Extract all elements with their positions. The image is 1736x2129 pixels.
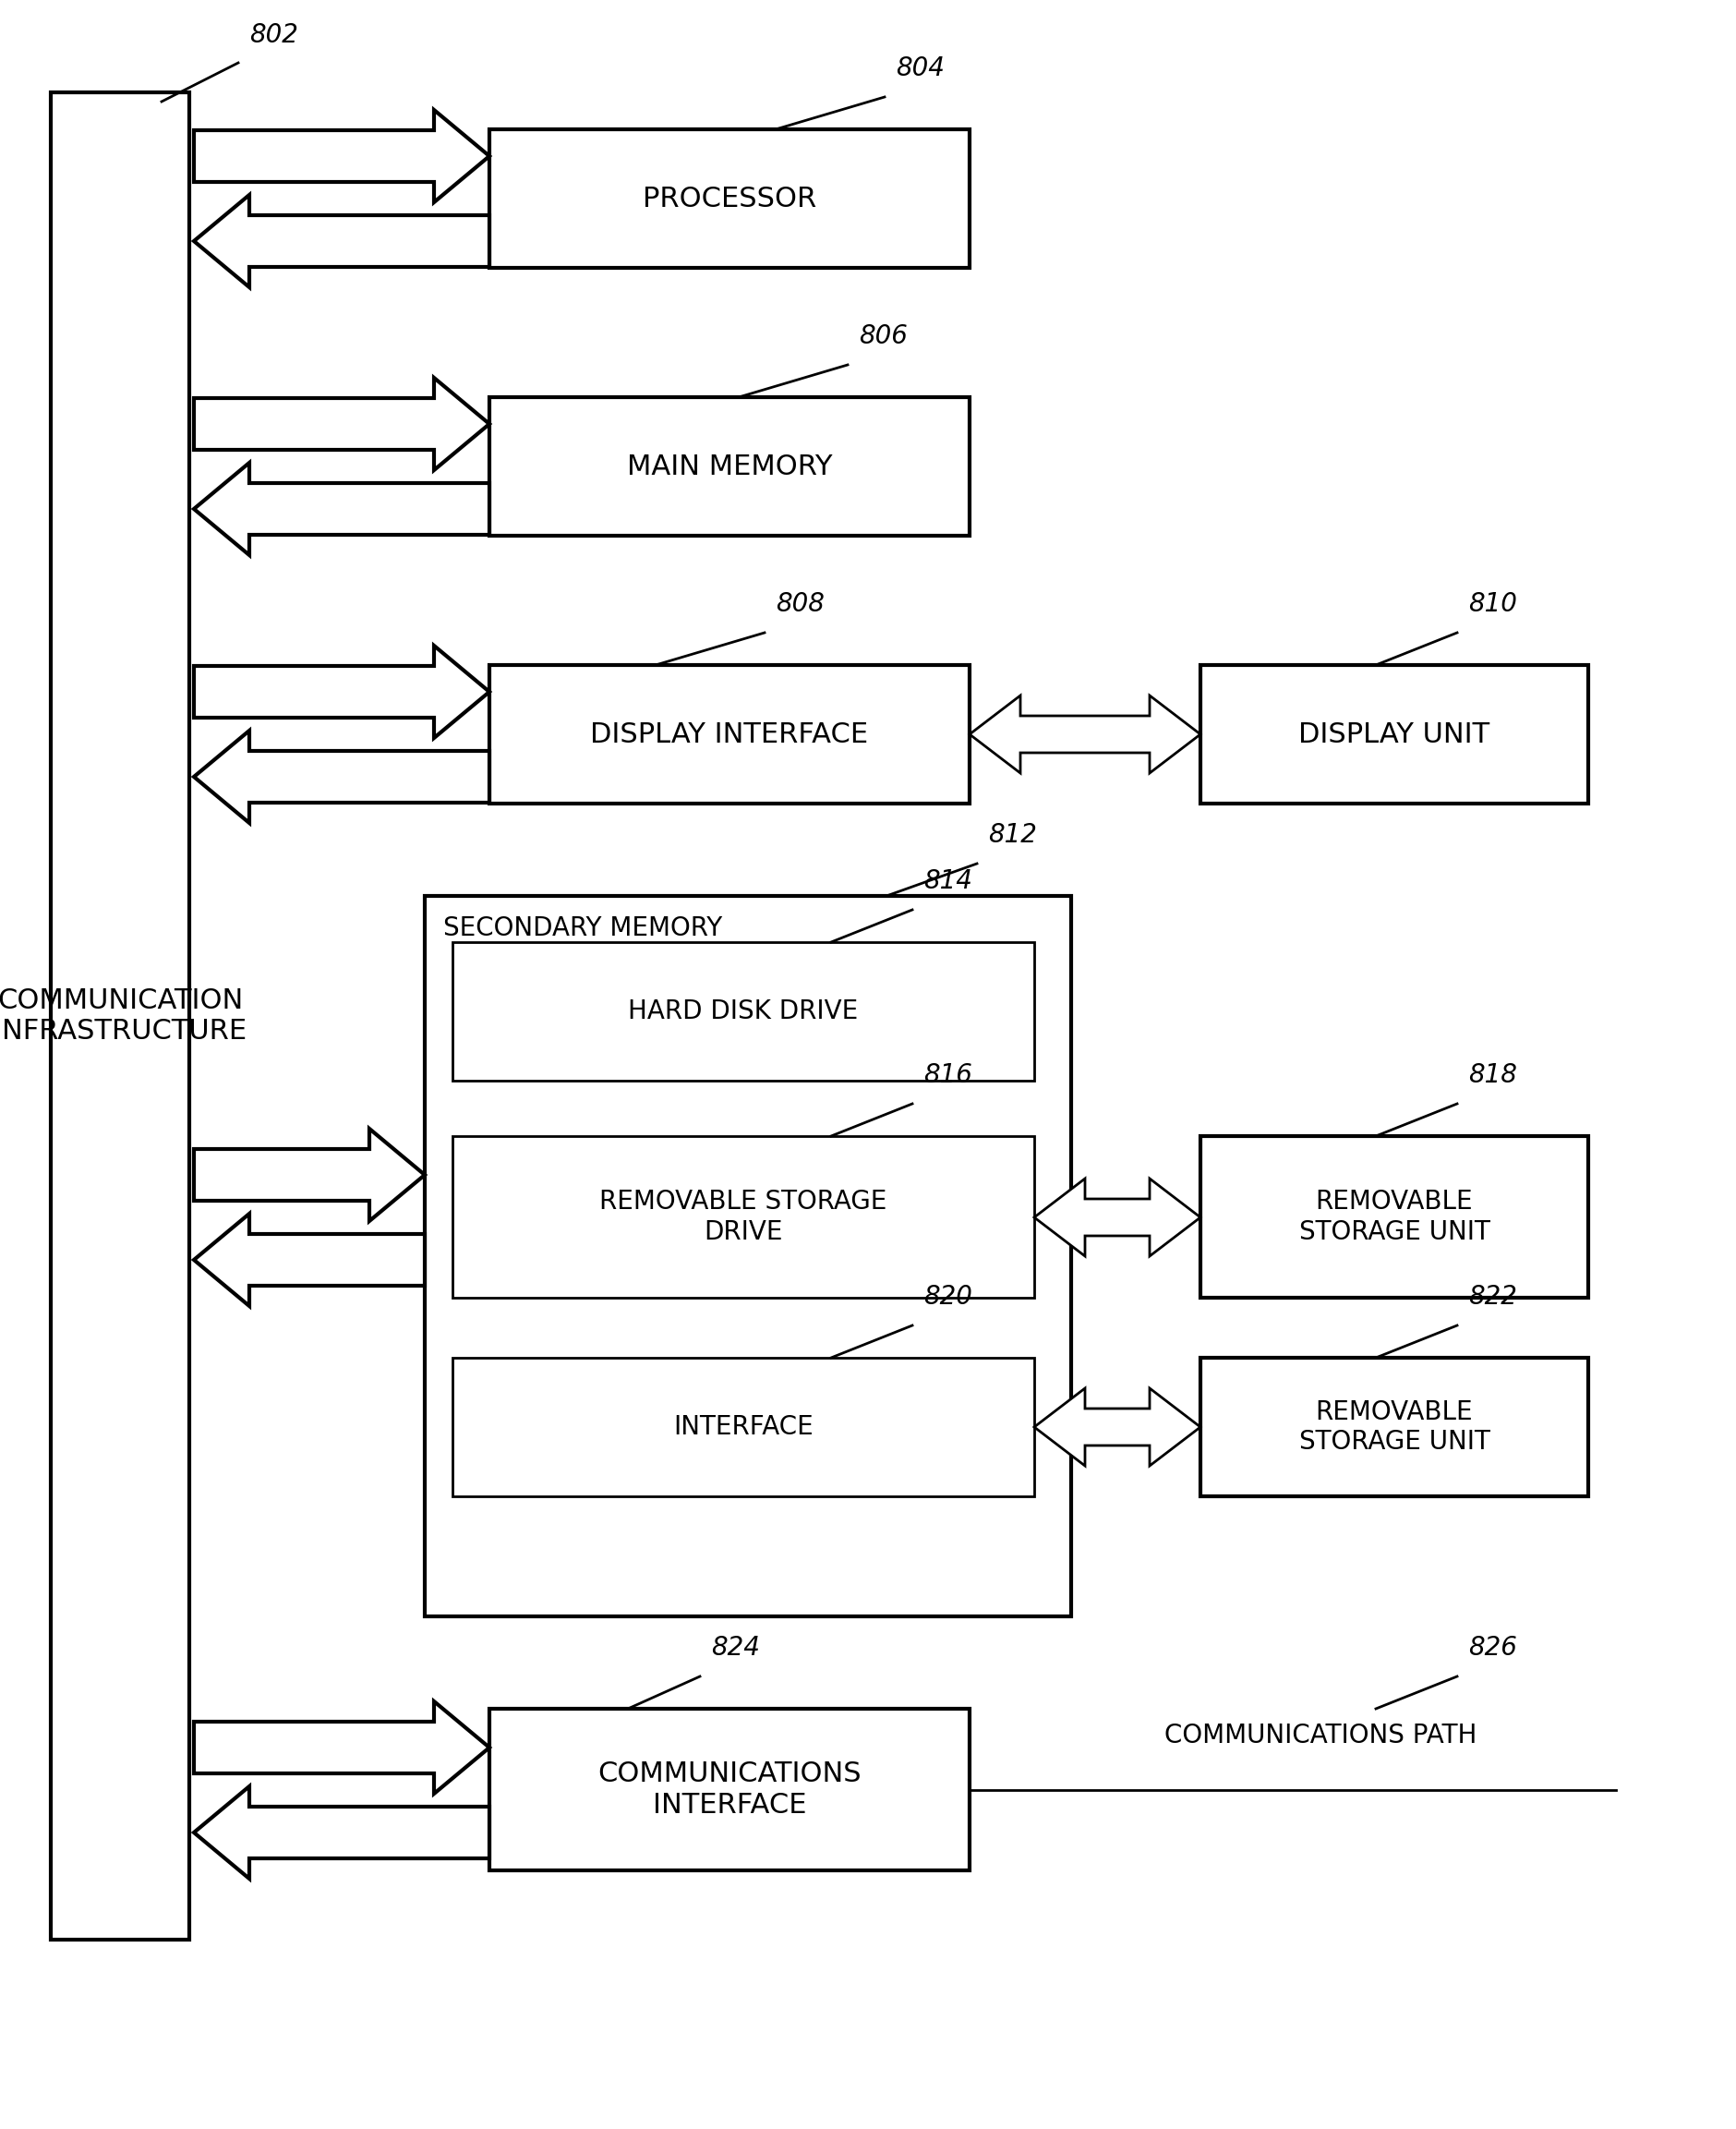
Polygon shape — [194, 196, 490, 287]
Text: 810: 810 — [1469, 592, 1517, 617]
Text: COMMUNICATIONS
INTERFACE: COMMUNICATIONS INTERFACE — [597, 1761, 861, 1818]
Polygon shape — [194, 1701, 490, 1795]
Bar — [490, 130, 970, 268]
Polygon shape — [1035, 1388, 1200, 1467]
Polygon shape — [970, 696, 1200, 773]
Text: 820: 820 — [924, 1284, 972, 1309]
Text: DISPLAY INTERFACE: DISPLAY INTERFACE — [590, 722, 868, 747]
Text: 816: 816 — [924, 1062, 972, 1088]
Text: 812: 812 — [988, 822, 1036, 847]
Bar — [425, 896, 1071, 1616]
Bar — [1200, 664, 1588, 803]
Text: DISPLAY UNIT: DISPLAY UNIT — [1299, 722, 1489, 747]
Text: REMOVABLE
STORAGE UNIT: REMOVABLE STORAGE UNIT — [1299, 1399, 1489, 1454]
Polygon shape — [194, 462, 490, 556]
Text: COMMUNICATION
INFRASTRUCTURE: COMMUNICATION INFRASTRUCTURE — [0, 988, 247, 1045]
Text: REMOVABLE
STORAGE UNIT: REMOVABLE STORAGE UNIT — [1299, 1188, 1489, 1245]
Text: HARD DISK DRIVE: HARD DISK DRIVE — [628, 999, 858, 1024]
Text: COMMUNICATIONS PATH: COMMUNICATIONS PATH — [1165, 1722, 1477, 1748]
Text: 808: 808 — [776, 592, 825, 617]
Polygon shape — [194, 111, 490, 202]
Bar — [50, 92, 189, 1940]
Polygon shape — [194, 377, 490, 471]
Bar — [490, 664, 970, 803]
Polygon shape — [194, 1786, 490, 1878]
Polygon shape — [1035, 1179, 1200, 1256]
Bar — [453, 943, 1035, 1082]
Bar — [1200, 1137, 1588, 1299]
Text: 824: 824 — [712, 1635, 760, 1661]
Text: 826: 826 — [1469, 1635, 1517, 1661]
Bar — [453, 1137, 1035, 1299]
Text: 822: 822 — [1469, 1284, 1517, 1309]
Bar — [490, 398, 970, 537]
Polygon shape — [194, 645, 490, 739]
Text: SECONDARY MEMORY: SECONDARY MEMORY — [443, 915, 722, 941]
Polygon shape — [194, 730, 490, 824]
Text: 814: 814 — [924, 869, 972, 894]
Text: INTERFACE: INTERFACE — [674, 1414, 814, 1439]
Text: MAIN MEMORY: MAIN MEMORY — [627, 453, 832, 479]
Polygon shape — [194, 1214, 425, 1305]
Bar — [453, 1358, 1035, 1497]
Text: REMOVABLE STORAGE
DRIVE: REMOVABLE STORAGE DRIVE — [599, 1188, 887, 1245]
Text: 802: 802 — [250, 21, 299, 49]
Bar — [490, 1710, 970, 1871]
Text: 806: 806 — [859, 324, 908, 349]
Text: PROCESSOR: PROCESSOR — [642, 185, 816, 213]
Text: 804: 804 — [896, 55, 944, 81]
Bar — [1200, 1358, 1588, 1497]
Text: 818: 818 — [1469, 1062, 1517, 1088]
Polygon shape — [194, 1128, 425, 1222]
